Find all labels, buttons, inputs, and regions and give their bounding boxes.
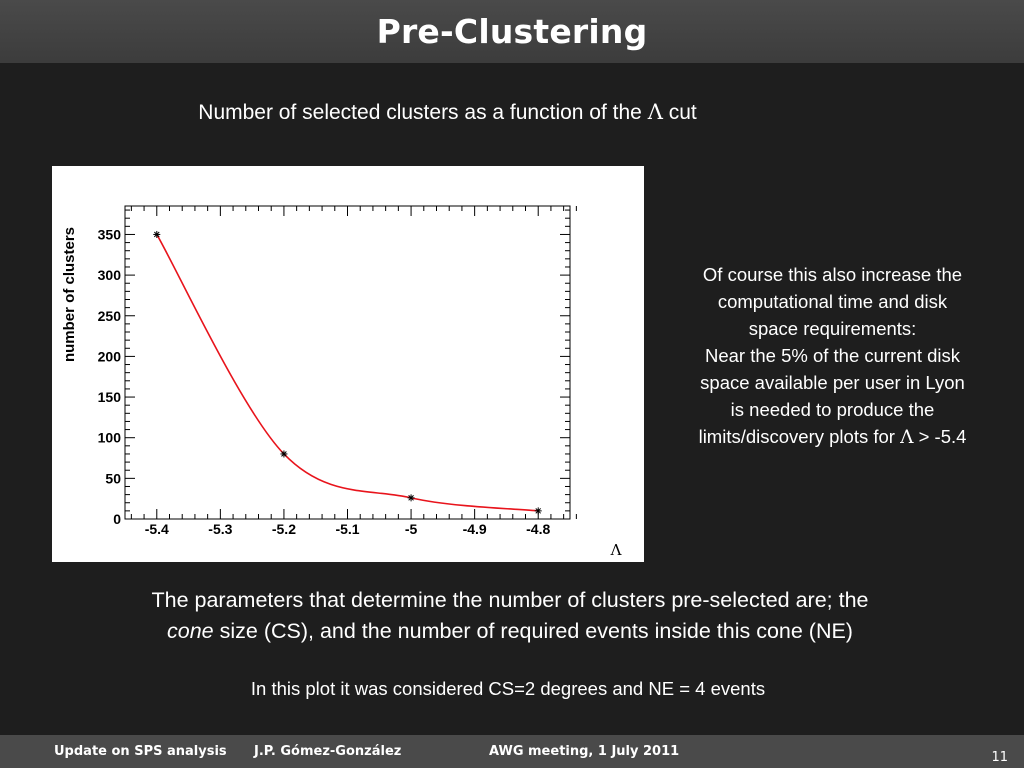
note-line: space requirements: <box>748 318 917 339</box>
page-number: 11 <box>991 750 1008 765</box>
data-point-marker <box>407 494 415 502</box>
x-tick-label: -4.8 <box>526 521 550 537</box>
x-tick-label: -4.9 <box>463 521 487 537</box>
note-text-end: > -5.4 <box>913 426 967 447</box>
clusters-vs-lambda-chart: 0 50 100 150 200 250 300 350 -5.4 -5.3 -5.2 -5.1 -5 -… <box>61 205 622 559</box>
chart-caption: Number of selected clusters as a functio… <box>0 100 895 125</box>
y-tick-label: 50 <box>105 470 121 486</box>
footer-bar: Update on SPS analysis J.P. Gómez-Gonzál… <box>0 735 1024 768</box>
config-note: In this plot it was considered CS=2 degr… <box>250 678 766 699</box>
footer-meeting: AWG meeting, 1 July 2011 <box>489 744 680 759</box>
note-line: Of course this also increase the <box>702 264 963 285</box>
x-tick-label: -5.4 <box>145 521 169 537</box>
data-point-marker <box>153 230 161 238</box>
title-bar: Pre-Clustering <box>0 0 1024 63</box>
footer-author: J.P. Gómez-González <box>254 744 402 759</box>
x-axis-label: Λ <box>610 541 622 559</box>
y-axis-label: number of clusters <box>61 227 78 362</box>
y-tick-label: 350 <box>98 226 122 242</box>
side-note: Of course this also increase the computa… <box>660 261 1005 451</box>
y-tick-label: 300 <box>98 267 122 283</box>
caption-text-end: cut <box>662 101 697 124</box>
y-tick-label: 150 <box>98 389 122 405</box>
lambda-symbol: Λ <box>900 427 914 448</box>
note-line-last: limits/discovery plots for Λ > -5.4 <box>660 423 1005 451</box>
y-tick-label: 0 <box>113 511 121 527</box>
x-tick-label: -5.1 <box>335 521 359 537</box>
note-line: space available per user in Lyon <box>700 372 965 393</box>
para-line-2: cone size (CS), and the number of requir… <box>60 616 960 647</box>
data-point-marker <box>280 450 288 458</box>
data-point-marker <box>534 507 542 515</box>
note-line: computational time and disk <box>717 291 948 312</box>
plot-panel: 0 50 100 150 200 250 300 350 -5.4 -5.3 -5.2 -5.1 -5 -… <box>52 166 644 562</box>
para-line-1: The parameters that determine the number… <box>151 588 869 612</box>
para-line-2-text: size (CS), and the number of required ev… <box>213 619 853 643</box>
note-text: limits/discovery plots for <box>698 426 901 447</box>
series-line <box>156 234 539 512</box>
x-tick-label: -5 <box>405 521 418 537</box>
cone-word: cone <box>167 619 214 643</box>
caption-text: Number of selected clusters as a functio… <box>198 101 648 124</box>
lambda-symbol: Λ <box>647 100 663 124</box>
x-tick-label: -5.2 <box>272 521 296 537</box>
y-tick-label: 250 <box>98 308 122 324</box>
parameters-paragraph: The parameters that determine the number… <box>60 585 960 647</box>
x-tick-label: -5.3 <box>208 521 232 537</box>
note-line: is needed to produce the <box>730 399 935 420</box>
slide-title: Pre-Clustering <box>376 12 648 51</box>
y-tick-label: 200 <box>98 348 122 364</box>
footer-topic: Update on SPS analysis <box>54 744 227 759</box>
note-line: Near the 5% of the current disk <box>704 345 961 366</box>
plot-frame <box>124 205 571 520</box>
y-tick-label: 100 <box>98 430 122 446</box>
